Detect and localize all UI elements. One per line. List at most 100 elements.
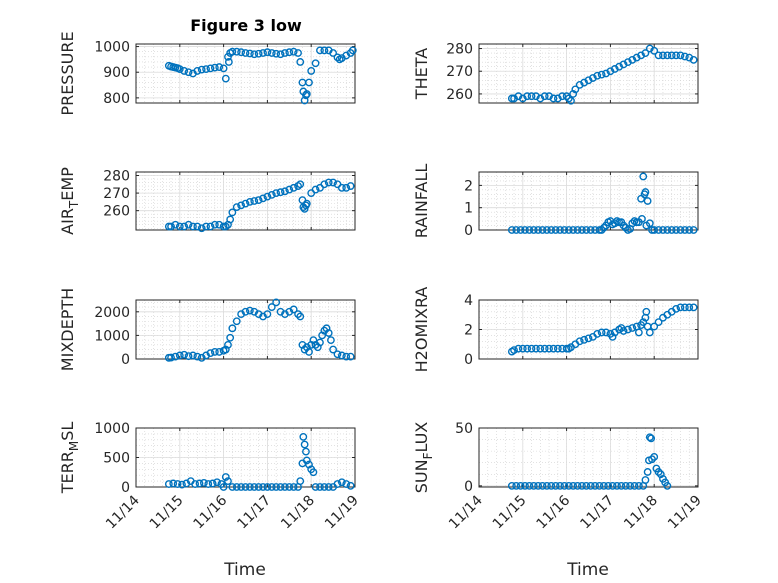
data-point	[276, 483, 285, 491]
y-tick-label: 50	[455, 421, 473, 437]
x-tick-label: 11/19	[665, 493, 705, 533]
data-point	[342, 352, 351, 361]
data-point	[573, 226, 582, 234]
data-point	[569, 90, 578, 98]
data-point	[272, 49, 281, 58]
data-point	[680, 52, 689, 61]
data-point	[296, 180, 305, 189]
y-axis-label: THETA	[412, 48, 431, 100]
data-point	[667, 51, 676, 60]
axes-box	[478, 427, 699, 488]
data-point	[593, 330, 602, 338]
data-point	[272, 189, 281, 197]
data-point	[575, 80, 584, 89]
x-tick-label: 11/17	[234, 493, 274, 533]
data-point	[538, 226, 547, 234]
data-point	[289, 47, 298, 56]
y-axis-label: MIXDEPTH	[58, 288, 77, 371]
data-point	[680, 303, 689, 312]
y-axis-label: PRESSURE	[58, 31, 77, 115]
data-point	[324, 178, 333, 187]
data-point	[586, 481, 595, 490]
data-point	[650, 226, 659, 234]
data-point	[259, 49, 267, 57]
data-point	[667, 226, 676, 234]
data-point	[281, 483, 289, 491]
data-point	[536, 344, 545, 353]
data-point	[184, 220, 193, 229]
data-point	[654, 51, 663, 60]
y-tick-label: 1000	[94, 328, 130, 344]
data-point	[593, 71, 602, 80]
data-point	[245, 49, 254, 58]
data-point	[569, 481, 578, 490]
data-point	[224, 58, 233, 66]
data-point	[245, 197, 254, 206]
data-point	[237, 48, 246, 57]
data-point	[195, 479, 204, 488]
data-point	[193, 352, 202, 361]
data-point	[221, 222, 230, 231]
y-tick-label: 260	[446, 87, 473, 103]
data-point	[197, 224, 206, 233]
data-point	[676, 51, 685, 60]
data-point	[210, 63, 219, 72]
data-point	[518, 94, 527, 103]
data-point	[228, 483, 237, 491]
data-point	[202, 222, 210, 231]
data-point	[536, 94, 545, 103]
y-tick-label: 0	[121, 352, 130, 368]
data-point	[294, 182, 302, 190]
data-point	[276, 188, 285, 197]
data-point	[224, 340, 232, 349]
data-point	[551, 226, 560, 234]
data-point	[619, 60, 628, 69]
data-point	[210, 220, 219, 229]
figure-title: Figure 3 low	[190, 16, 302, 35]
data-point	[571, 85, 580, 94]
data-point	[676, 303, 685, 312]
data-point	[272, 483, 281, 491]
data-point	[221, 74, 230, 83]
data-point	[521, 226, 529, 234]
y-tick-label: 280	[446, 42, 473, 58]
data-point	[516, 226, 525, 234]
data-point	[632, 53, 641, 62]
data-point	[689, 303, 698, 312]
data-point	[654, 318, 663, 327]
data-point	[602, 69, 610, 78]
data-point	[302, 199, 311, 208]
data-point	[549, 94, 558, 103]
data-point	[575, 337, 584, 346]
data-point	[689, 226, 698, 234]
data-point	[204, 480, 213, 488]
data-point	[510, 346, 518, 355]
data-point	[267, 190, 276, 199]
data-point	[305, 78, 313, 87]
data-point	[608, 332, 617, 341]
data-point	[527, 344, 536, 353]
data-point	[250, 483, 259, 491]
data-point	[507, 481, 516, 490]
data-point	[663, 51, 672, 60]
data-point	[582, 226, 591, 234]
data-point	[553, 344, 562, 353]
data-point	[510, 94, 518, 103]
data-point	[672, 226, 680, 234]
data-point	[342, 183, 351, 192]
data-point	[173, 480, 182, 488]
data-point	[645, 219, 654, 228]
data-point	[254, 196, 263, 205]
data-point	[650, 46, 659, 55]
data-point	[221, 473, 230, 481]
data-point	[213, 478, 221, 487]
data-point	[294, 310, 302, 319]
data-point	[197, 65, 206, 74]
data-series	[164, 46, 357, 105]
data-point	[184, 68, 193, 77]
data-point	[529, 481, 538, 490]
data-point	[171, 352, 180, 361]
data-point	[285, 48, 294, 57]
data-point	[237, 201, 246, 210]
